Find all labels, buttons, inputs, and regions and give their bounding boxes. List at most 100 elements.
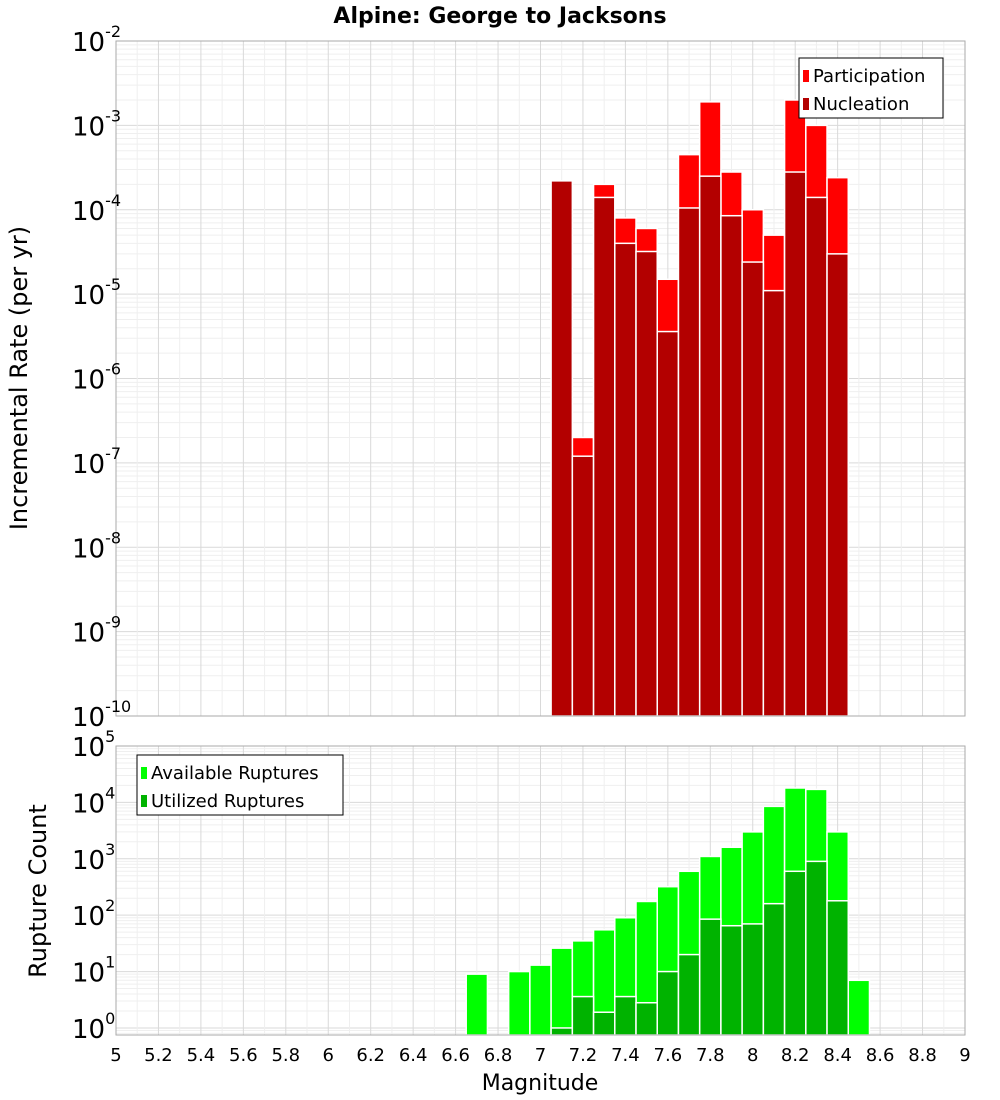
bar-utilized-ruptures xyxy=(614,995,637,1036)
x-tick-label: 7 xyxy=(535,1045,546,1066)
bar-utilized-ruptures xyxy=(677,953,701,1036)
bar-utilized-ruptures xyxy=(826,900,850,1036)
y-tick-label: 10-6 xyxy=(72,360,121,396)
legend-box xyxy=(798,57,944,119)
y-tick-base: 10 xyxy=(72,846,105,876)
bar-available-ruptures xyxy=(529,964,552,1036)
bar-nucleation xyxy=(805,196,828,717)
y-tick-label: 10-8 xyxy=(72,528,121,564)
x-tick-label: 8.2 xyxy=(781,1045,810,1066)
y-tick-label: 10-5 xyxy=(72,275,121,311)
bar-nucleation xyxy=(592,196,616,717)
bar-nucleation xyxy=(762,289,786,717)
x-tick-label: 6.2 xyxy=(356,1045,385,1066)
legend-swatch xyxy=(803,98,809,110)
legend-label: Nucleation xyxy=(813,94,909,115)
y-tick-label: 10-3 xyxy=(72,106,121,142)
bar-nucleation xyxy=(635,250,658,717)
x-axis-ticks: 5 5.2 5.4 5.6 5.8 6 6.2 6.4 6.6 6.8 7 7.2 7.4 7.6 7.8 8… xyxy=(110,1045,970,1066)
y-tick-exponent: -7 xyxy=(105,444,121,463)
y-tick-base: 10 xyxy=(72,281,105,311)
x-tick-label: 9 xyxy=(959,1045,970,1066)
y-tick-label: 10-10 xyxy=(72,697,131,733)
x-tick-label: 7.6 xyxy=(654,1045,683,1066)
bar-nucleation xyxy=(614,242,637,717)
bar-utilized-ruptures xyxy=(741,923,765,1036)
legend-swatch xyxy=(803,70,809,82)
bar-utilized-ruptures xyxy=(720,924,743,1036)
y-tick-exponent: -4 xyxy=(105,191,121,210)
y-tick-label: 10-2 xyxy=(72,22,121,58)
y-tick-base: 10 xyxy=(72,789,105,819)
x-axis-label: Magnitude xyxy=(482,1071,599,1096)
top-panel-legend: Participation Nucleation xyxy=(798,57,944,119)
bar-utilized-ruptures xyxy=(592,1011,616,1036)
x-tick-label: 5 xyxy=(110,1045,121,1066)
x-tick-label: 6.6 xyxy=(441,1045,470,1066)
bar-nucleation xyxy=(656,330,680,717)
y-tick-base: 10 xyxy=(72,959,105,989)
y-tick-base: 10 xyxy=(72,534,105,564)
bar-utilized-ruptures xyxy=(783,870,807,1036)
y-tick-base: 10 xyxy=(72,1015,105,1045)
y-tick-exponent: -3 xyxy=(105,106,121,125)
x-tick-label: 8 xyxy=(747,1045,758,1066)
y-tick-label: 102 xyxy=(72,896,115,932)
y-tick-label: 104 xyxy=(72,783,115,819)
y-tick-base: 10 xyxy=(72,619,105,649)
bottom-panel-y-axis-label: Rupture Count xyxy=(24,804,52,978)
bar-utilized-ruptures xyxy=(550,1027,574,1036)
top-panel-y-axis-label: Incremental Rate (per yr) xyxy=(5,226,33,530)
y-tick-base: 10 xyxy=(72,366,105,396)
bottom-panel-legend: Available Ruptures Utilized Ruptures xyxy=(136,754,344,816)
top-panel-frame xyxy=(115,40,966,717)
legend-label: Participation xyxy=(813,66,925,87)
y-tick-base: 10 xyxy=(72,450,105,480)
bar-utilized-ruptures xyxy=(698,918,722,1036)
y-tick-exponent: 0 xyxy=(105,1009,115,1028)
y-tick-base: 10 xyxy=(72,703,105,733)
y-tick-exponent: 5 xyxy=(105,727,115,746)
bar-nucleation xyxy=(826,253,850,717)
legend-box xyxy=(136,754,344,816)
x-tick-label: 8.4 xyxy=(823,1045,852,1066)
x-tick-label: 8.6 xyxy=(866,1045,895,1066)
y-tick-label: 10-7 xyxy=(72,444,121,480)
bar-available-ruptures xyxy=(550,947,574,1036)
y-tick-label: 10-4 xyxy=(72,191,121,227)
bar-available-ruptures xyxy=(465,973,489,1036)
y-tick-exponent: -5 xyxy=(105,275,121,294)
y-tick-label: 100 xyxy=(72,1009,115,1045)
x-tick-label: 6.4 xyxy=(399,1045,428,1066)
bar-nucleation xyxy=(720,214,743,717)
y-tick-label: 105 xyxy=(72,727,115,763)
bar-nucleation xyxy=(677,207,701,717)
bar-available-ruptures xyxy=(507,970,531,1036)
y-tick-exponent: -9 xyxy=(105,613,121,632)
bar-nucleation xyxy=(571,455,595,717)
y-tick-exponent: 4 xyxy=(105,783,115,802)
x-tick-label: 5.6 xyxy=(229,1045,258,1066)
legend-label: Available Ruptures xyxy=(151,763,319,784)
bar-nucleation xyxy=(783,171,807,717)
bar-utilized-ruptures xyxy=(571,995,595,1036)
legend-swatch xyxy=(141,767,147,779)
x-tick-label: 5.4 xyxy=(187,1045,216,1066)
y-tick-base: 10 xyxy=(72,197,105,227)
bar-utilized-ruptures xyxy=(635,1001,658,1036)
y-tick-exponent: -2 xyxy=(105,22,121,41)
x-tick-label: 7.2 xyxy=(569,1045,598,1066)
y-tick-exponent: 1 xyxy=(105,953,115,972)
y-tick-base: 10 xyxy=(72,28,105,58)
x-tick-label: 8.8 xyxy=(908,1045,937,1066)
y-tick-base: 10 xyxy=(72,902,105,932)
y-tick-exponent: -10 xyxy=(105,697,131,716)
y-tick-label: 10-9 xyxy=(72,613,121,649)
bar-available-ruptures xyxy=(847,979,871,1036)
x-tick-label: 7.4 xyxy=(611,1045,640,1066)
incremental-rate-panel: 10-210-310-410-510-610-710-810-910-10 In… xyxy=(5,22,966,733)
bar-utilized-ruptures xyxy=(762,902,786,1036)
bar-nucleation xyxy=(550,180,574,717)
